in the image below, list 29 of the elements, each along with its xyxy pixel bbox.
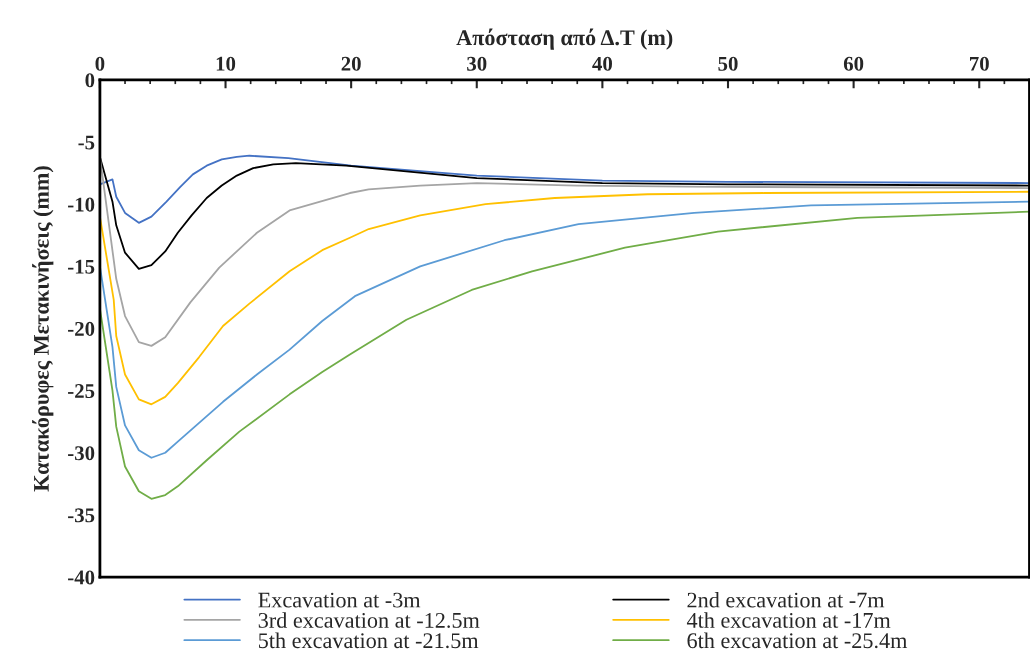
x-tick-label: 60 [843, 56, 864, 71]
y-tick-label: -5 [78, 135, 95, 150]
x-tick-label: 30 [467, 56, 487, 71]
x-tick-label: 40 [592, 56, 613, 71]
x-tick-label: 0 [95, 56, 105, 71]
line-series [99, 200, 1030, 459]
legend-label: 5th excavation at -21.5m [258, 632, 479, 649]
line-series [99, 210, 1030, 500]
y-tick-label: -15 [68, 259, 95, 274]
x-tick-label: 20 [341, 56, 361, 71]
y-tick-label: 0 [85, 73, 95, 88]
legend-label: 4th excavation at -17m [686, 612, 891, 628]
y-tick-label: -35 [68, 508, 95, 523]
legend-label: Excavation at -3m [258, 592, 421, 608]
y-tick-label: -40 [68, 570, 95, 585]
y-tick-label: -30 [68, 446, 95, 461]
line-series [99, 154, 1030, 224]
x-tick-label: 70 [970, 56, 989, 71]
legend-label: 6th excavation at -25.4m [687, 632, 908, 649]
legend-label: 3rd excavation at -12.5m [258, 612, 480, 628]
y-tick-label: -20 [68, 321, 95, 336]
x-tick-label: 10 [216, 56, 236, 71]
line-series [99, 190, 1030, 406]
y-tick-label: -10 [68, 197, 95, 212]
x-axis-title: Απόσταση από Δ.Τ (m) [456, 28, 673, 50]
x-tick-label: 50 [718, 56, 738, 71]
legend-label: 2nd excavation at -7m [687, 591, 885, 608]
y-tick-label: -25 [68, 384, 95, 399]
y-axis-title: Κατακόρυφες Μετακινήσεις (mm) [32, 166, 54, 492]
